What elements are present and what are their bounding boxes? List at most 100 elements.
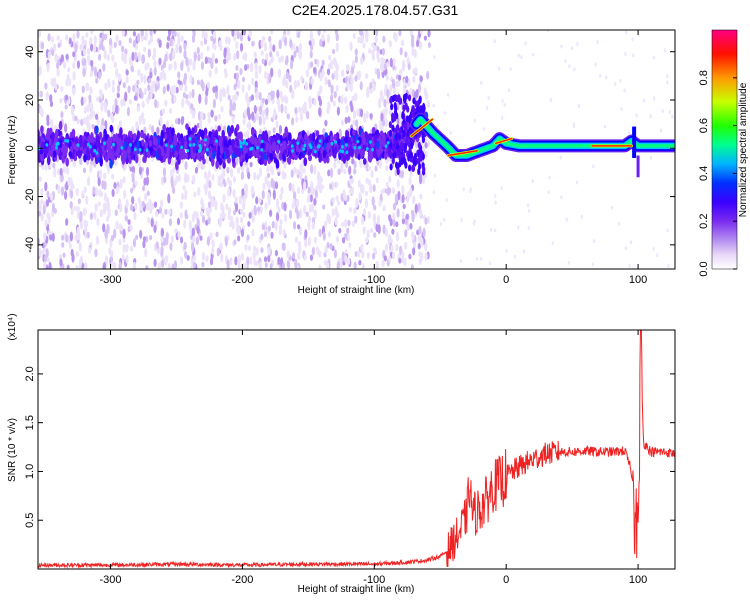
band-blob [401,110,405,118]
noise-blob [299,112,304,122]
noise-blob [326,241,330,249]
noise-blob [267,225,271,232]
noise-blob [79,158,83,165]
noise-blob [307,236,312,247]
noise-blob [321,33,325,42]
snr-y-tick-label: 2.0 [24,366,36,381]
noise-blob [251,185,255,195]
noise-blob [404,241,408,250]
noise-blob [564,58,567,63]
noise-blob [148,123,152,131]
noise-blob [173,30,177,37]
noise-blob [45,91,49,101]
noise-blob [82,167,87,174]
noise-blob [168,30,172,37]
spectrogram-x-tick-label: -200 [231,274,253,286]
noise-blob [264,262,268,268]
noise-blob [317,95,321,102]
noise-blob [331,197,335,203]
noise-blob [445,197,448,202]
band-blob [239,131,243,141]
peak-segment-core [410,118,434,137]
band-blob [417,141,422,149]
noise-blob [275,50,280,58]
noise-blob [247,221,251,227]
noise-blob [60,186,65,197]
band-highlight [199,146,203,151]
noise-blob [245,94,249,102]
band-blob [53,141,57,148]
band-blob [106,151,111,160]
noise-blob [105,216,110,222]
spectrogram-x-label: Height of straight line (km) [298,285,415,296]
noise-blob [140,30,144,37]
snr-plot-area [38,330,675,569]
noise-blob [88,94,92,101]
noise-blob [624,51,627,56]
noise-blob [374,123,378,130]
noise-blob [111,188,115,198]
noise-blob [348,206,352,213]
band-blob [403,142,408,150]
noise-blob [390,245,394,252]
band-blob [112,133,117,143]
noise-blob [230,167,234,178]
noise-blob [128,37,132,44]
noise-blob [392,86,397,96]
band-blob [160,148,165,157]
band-highlight [205,147,209,152]
noise-blob [233,52,237,61]
noise-blob [367,165,371,172]
noise-blob [186,255,190,261]
noise-blob [263,256,268,263]
noise-blob [66,73,70,83]
noise-blob [119,178,123,189]
noise-blob [144,30,148,41]
noise-blob [111,103,116,114]
noise-blob [197,53,201,62]
noise-blob [293,50,297,58]
noise-blob [56,35,60,41]
noise-blob [60,85,64,93]
noise-blob [136,79,140,86]
noise-blob [134,180,138,187]
band-blob [176,132,181,139]
noise-blob [182,92,186,98]
noise-blob [164,53,168,62]
noise-blob [388,187,392,194]
noise-blob [139,229,143,239]
noise-blob [81,85,85,94]
noise-blob [121,51,125,62]
band-blob [65,157,70,167]
noise-blob [77,230,81,241]
band-blob [287,156,292,165]
noise-blob [97,177,101,187]
noise-blob [291,252,296,260]
band-blob [311,132,316,143]
noise-blob [192,63,196,71]
band-blob [162,123,166,132]
band-highlight [180,145,184,150]
noise-blob [400,39,405,47]
noise-blob [330,94,334,103]
noise-blob [143,74,147,85]
noise-blob [124,48,128,56]
noise-blob [217,113,221,120]
noise-blob [228,180,233,188]
noise-blob [335,84,339,93]
noise-blob [432,103,435,108]
noise-blob [381,119,386,127]
noise-blob [53,167,57,178]
noise-blob [375,260,379,269]
noise-blob [220,253,224,263]
noise-blob [115,68,119,78]
noise-blob [501,98,504,103]
band-blob [389,96,393,104]
noise-blob [53,208,57,214]
noise-blob [268,35,272,43]
noise-blob [258,261,262,269]
noise-blob [65,233,69,243]
noise-blob [154,83,158,93]
noise-blob [267,181,271,190]
noise-blob [321,59,325,66]
